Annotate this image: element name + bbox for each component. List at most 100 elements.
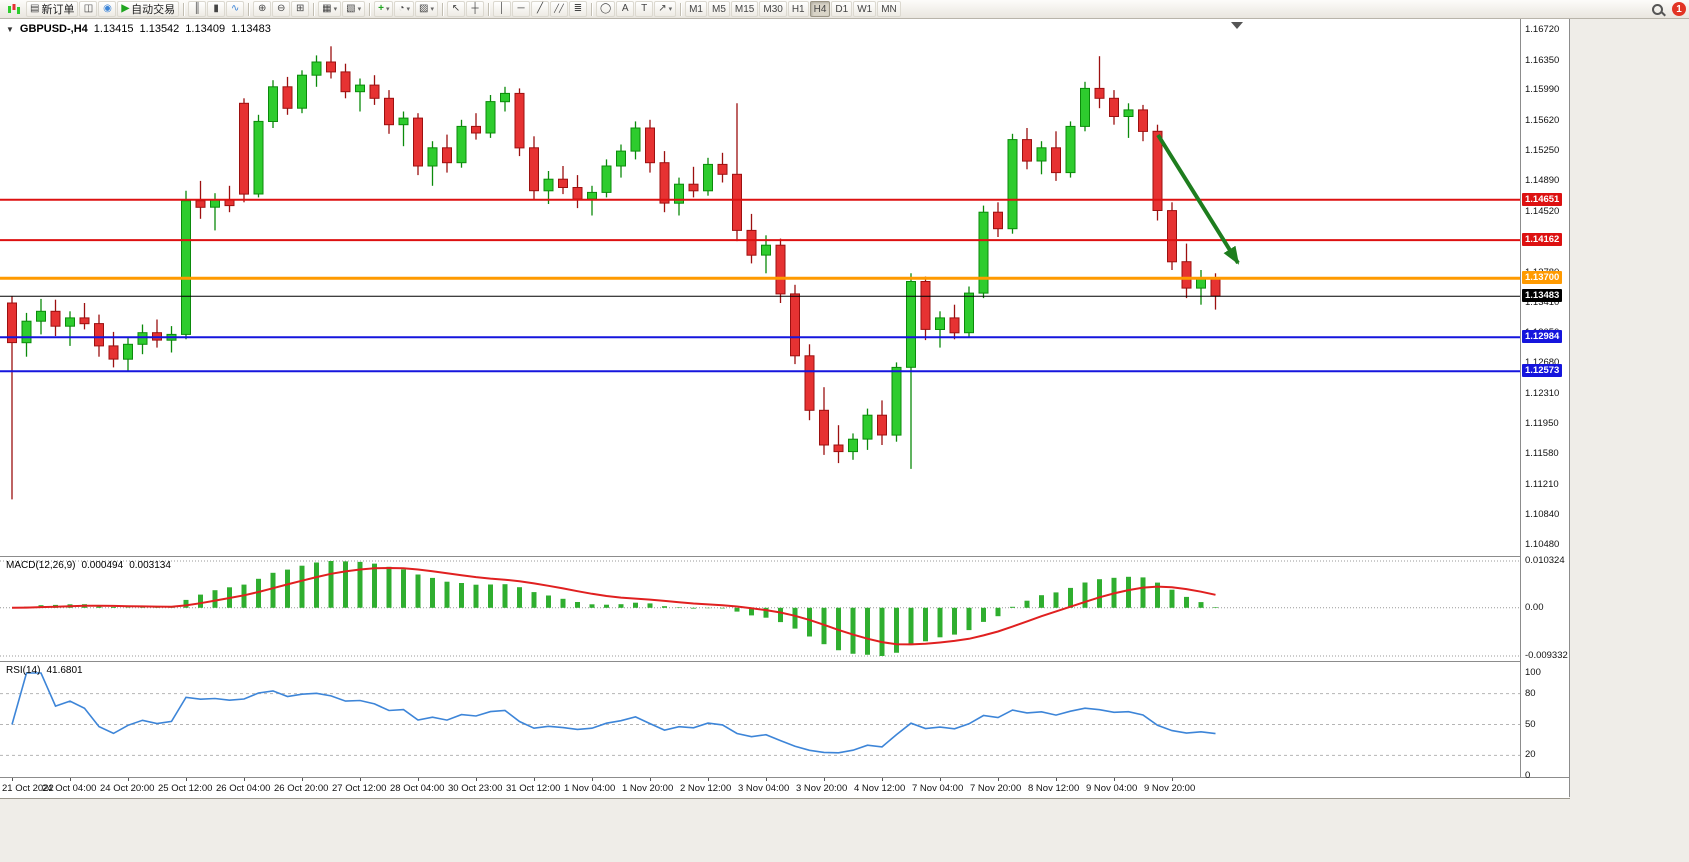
timeframe-button-w1[interactable]: W1	[853, 1, 877, 17]
chart-shift-marker[interactable]	[1231, 22, 1243, 29]
vertical-line-button[interactable]: │	[492, 1, 511, 17]
candle	[1109, 97, 1119, 118]
shapes-button[interactable]: ◯	[595, 1, 616, 17]
mini-candles-icon	[8, 4, 20, 14]
candle	[703, 163, 713, 192]
indicators-button[interactable]: + ▾	[374, 1, 394, 17]
price-tag-1.14651: 1.14651	[1522, 192, 1563, 206]
time-tick	[70, 778, 71, 781]
profiles-button[interactable]: ▧ ▾	[342, 1, 366, 17]
time-axis-label: 4 Nov 12:00	[854, 783, 906, 794]
chart-window-button[interactable]: ◫	[79, 1, 98, 17]
candle	[993, 211, 1003, 230]
time-tick	[1056, 778, 1057, 781]
macd-signal-line	[11, 566, 1216, 646]
toolbar-separator	[441, 2, 443, 16]
crosshair-icon: ┼	[471, 3, 479, 14]
toolbar-separator	[248, 2, 250, 16]
channel-button[interactable]: ╱╱	[549, 1, 568, 17]
one-click-trading-toggle-icon[interactable]: ▼	[6, 24, 14, 34]
zoom-in-button[interactable]: ⊕	[253, 1, 272, 17]
macd-panel[interactable]: MACD(12,26,9) 0.000494 0.003134	[0, 556, 1520, 662]
label-icon: T	[641, 3, 648, 14]
arrows-icon: ↗	[658, 3, 667, 14]
channel-icon: ╱╱	[554, 4, 564, 13]
time-axis-label: 3 Nov 20:00	[796, 783, 848, 794]
candle	[717, 163, 728, 175]
autotrade-button[interactable]: ▶ 自动交易	[117, 1, 180, 17]
price-axis[interactable]: 1.16720 1.16350 1.15990 1.15620 1.15250 1.148…	[1520, 19, 1569, 781]
price-chart-panel[interactable]: ▼ GBPUSD-,H4 1.13415 1.13542 1.13409 1.1…	[0, 19, 1520, 556]
candle	[297, 74, 307, 109]
app-icon	[3, 1, 25, 17]
cursor-button[interactable]: ↖	[446, 1, 465, 17]
periods-button[interactable]: ◔ ▾	[394, 1, 415, 17]
candle	[674, 183, 684, 204]
candle	[1051, 147, 1061, 174]
templates-button[interactable]: ▨ ▾	[415, 1, 438, 17]
price-tag-1.13483: 1.13483	[1522, 289, 1563, 303]
price-axis-label: 1.14890	[1525, 175, 1560, 187]
text-button[interactable]: A	[616, 1, 635, 17]
ohlc-open: 1.13415	[93, 23, 134, 35]
rsi-axis-label: 100	[1525, 667, 1541, 678]
horizontal-line-button[interactable]: ─	[511, 1, 530, 17]
time-tick	[1114, 778, 1115, 781]
zoom-out-button[interactable]: ⊖	[272, 1, 291, 17]
candle	[398, 117, 409, 126]
candle	[862, 414, 873, 440]
timeframe-button-m1[interactable]: M1	[685, 1, 707, 17]
chart-window-icon: ◫	[83, 3, 94, 14]
rsi-panel[interactable]: RSI(14) 41.6801	[0, 661, 1520, 778]
time-axis-label: 2 Nov 12:00	[680, 783, 732, 794]
time-axis-label: 9 Nov 04:00	[1086, 783, 1138, 794]
timeframe-button-m15[interactable]: M15	[730, 1, 759, 17]
trendline-button[interactable]: ╱	[530, 1, 549, 17]
timeframe-button-h1[interactable]: H1	[787, 1, 809, 17]
line-chart-button[interactable]: ∿	[226, 1, 245, 17]
candle	[746, 229, 757, 256]
candle	[1123, 109, 1134, 118]
price-tag-1.13700: 1.13700	[1522, 271, 1563, 285]
time-tick	[418, 778, 419, 781]
new-chart-button[interactable]: ▦ ▾	[318, 1, 342, 17]
cursor-icon: ↖	[451, 3, 461, 14]
timeframe-button-mn[interactable]: MN	[877, 1, 901, 17]
label-button[interactable]: T	[635, 1, 654, 17]
candle	[514, 92, 525, 149]
shapes-icon: ◯	[599, 3, 612, 14]
trend-arrow-annotation[interactable]	[1156, 133, 1240, 265]
time-tick	[128, 778, 129, 781]
profiles-icon: ▧	[346, 3, 356, 14]
time-tick	[302, 778, 303, 781]
timeframe-button-d1[interactable]: D1	[831, 1, 853, 17]
price-axis-label: 1.13410	[1525, 297, 1560, 309]
arrows-button[interactable]: ↗ ▾	[654, 1, 677, 17]
candle	[369, 84, 380, 99]
candlestick-chart-button[interactable]: ▮	[207, 1, 226, 17]
crosshair-button[interactable]: ┼	[465, 1, 484, 17]
price-tag-1.12984: 1.12984	[1522, 330, 1563, 344]
timeframe-button-m30[interactable]: M30	[759, 1, 787, 17]
candle	[616, 150, 626, 167]
notification-badge[interactable]: 1	[1672, 2, 1686, 16]
tile-windows-button[interactable]: ⊞	[291, 1, 310, 17]
candle	[239, 102, 249, 195]
community-button[interactable]: ◉	[98, 1, 117, 17]
candle	[442, 147, 452, 164]
time-tick	[824, 778, 825, 781]
time-axis[interactable]: 21 Oct 2022 24 Oct 04:00 24 Oct 20:00 25 Oc…	[0, 777, 1569, 798]
timeframe-button-m5[interactable]: M5	[708, 1, 730, 17]
text-icon: A	[621, 3, 629, 14]
search-button[interactable]	[1648, 1, 1667, 17]
candlestick-chart[interactable]	[0, 19, 1520, 556]
bars-chart-button[interactable]: ║	[188, 1, 207, 17]
rsi-axis-label: 80	[1525, 687, 1536, 699]
new-order-button[interactable]: ▤ 新订单	[26, 1, 79, 17]
fibonacci-button[interactable]: ≣	[568, 1, 587, 17]
chevron-down-icon: ▾	[333, 6, 338, 13]
candle	[688, 183, 699, 192]
timeframe-button-h4[interactable]: H4	[809, 1, 831, 17]
candle	[108, 345, 119, 360]
chevron-down-icon: ▾	[668, 6, 673, 13]
